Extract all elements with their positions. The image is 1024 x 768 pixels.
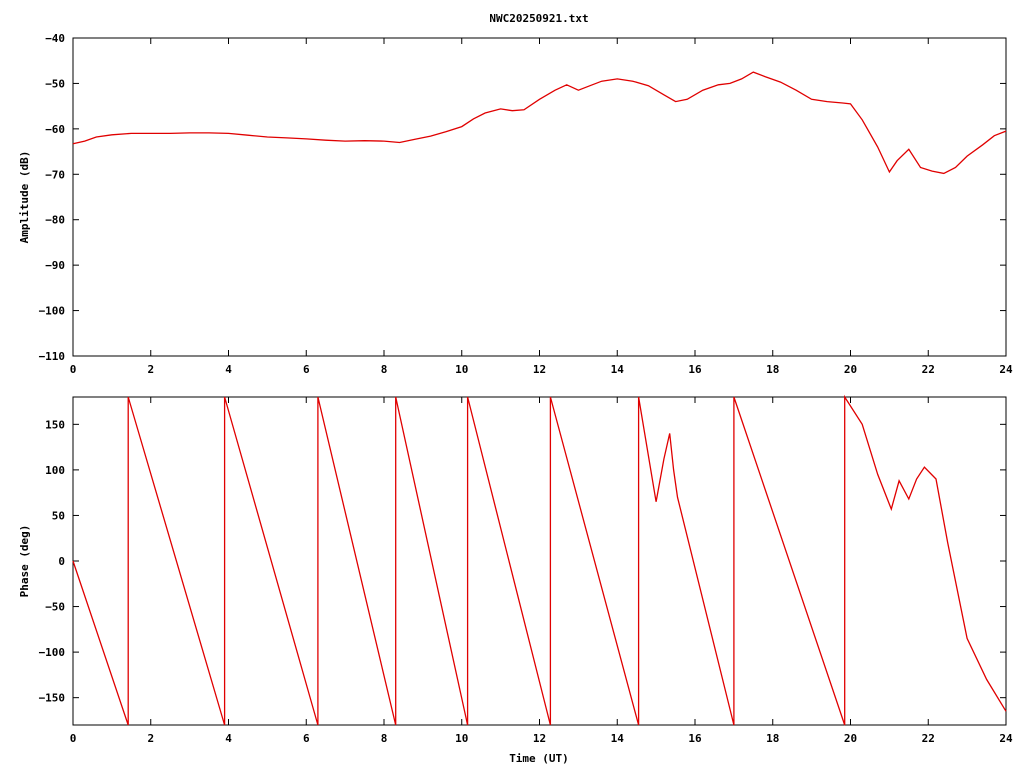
amplitude-x-tick-label: 0 [70, 363, 77, 376]
phase-x-tick-label: 12 [533, 732, 546, 745]
amplitude-x-tick-label: 8 [381, 363, 388, 376]
phase-x-tick-label: 20 [844, 732, 857, 745]
phase-y-tick-label: −50 [45, 601, 65, 614]
amplitude-x-tick-label: 22 [922, 363, 935, 376]
amplitude-y-tick-label: −40 [45, 32, 65, 45]
phase-y-tick-label: 50 [52, 509, 65, 522]
amplitude-y-tick-label: −60 [45, 123, 65, 136]
phase-panel: 0 2 4 6 8 10 12 14 16 18 20 22 24150100500−50−100−15… [18, 394, 1013, 765]
phase-y-tick-label: 150 [45, 418, 65, 431]
amplitude-x-tick-label: 6 [303, 363, 310, 376]
amplitude-y-axis-label: Amplitude (dB) [18, 151, 31, 244]
phase-y-axis-label: Phase (deg) [18, 525, 31, 598]
amplitude-y-tick-label: −110 [39, 350, 66, 363]
amplitude-x-tick-label: 10 [455, 363, 468, 376]
amplitude-x-tick-label: 4 [225, 363, 232, 376]
chart-title: NWC20250921.txt [489, 12, 588, 25]
phase-series-line [72, 394, 1007, 726]
phase-y-tick-label: 100 [45, 464, 65, 477]
amplitude-x-tick-label: 14 [611, 363, 625, 376]
amplitude-x-tick-label: 18 [766, 363, 779, 376]
phase-x-tick-label: 24 [999, 732, 1013, 745]
phase-x-tick-label: 2 [147, 732, 154, 745]
amplitude-y-tick-label: −80 [45, 214, 65, 227]
phase-y-tick-label: −100 [39, 646, 66, 659]
phase-x-axis-label: Time (UT) [509, 752, 569, 765]
amplitude-tick-labels: 0 2 4 6 8 10 12 14 16 18 20 22 24−40−50−60−70−80−90−… [39, 32, 1013, 376]
phase-x-tick-label: 6 [303, 732, 310, 745]
phase-ticks [72, 397, 1007, 725]
phase-x-tick-label: 10 [455, 732, 468, 745]
phase-x-tick-label: 8 [381, 732, 388, 745]
amplitude-ticks [72, 37, 1007, 357]
amplitude-y-tick-label: −90 [45, 259, 65, 272]
amplitude-x-tick-label: 24 [999, 363, 1013, 376]
amplitude-x-tick-label: 2 [147, 363, 154, 376]
phase-x-tick-label: 16 [688, 732, 702, 745]
phase-x-tick-label: 18 [766, 732, 779, 745]
amplitude-y-tick-label: −50 [45, 77, 65, 90]
amplitude-y-tick-label: −100 [39, 305, 66, 318]
phase-tick-labels: 0 2 4 6 8 10 12 14 16 18 20 22 24150100500−50−100−15… [39, 418, 1013, 745]
phase-x-tick-label: 22 [922, 732, 935, 745]
phase-y-tick-label: 0 [58, 555, 65, 568]
amplitude-panel: 0 2 4 6 8 10 12 14 16 18 20 22 24−40−50−60−70−80−90−… [18, 32, 1013, 376]
phase-x-tick-label: 4 [225, 732, 232, 745]
amplitude-x-tick-label: 20 [844, 363, 857, 376]
phase-x-tick-label: 0 [70, 732, 77, 745]
amplitude-x-tick-label: 16 [688, 363, 702, 376]
phase-y-tick-label: −150 [39, 692, 66, 705]
amplitude-y-tick-label: −70 [45, 168, 65, 181]
amplitude-x-tick-label: 12 [533, 363, 546, 376]
phase-x-tick-label: 14 [611, 732, 625, 745]
amplitude-series-line [72, 71, 1007, 175]
